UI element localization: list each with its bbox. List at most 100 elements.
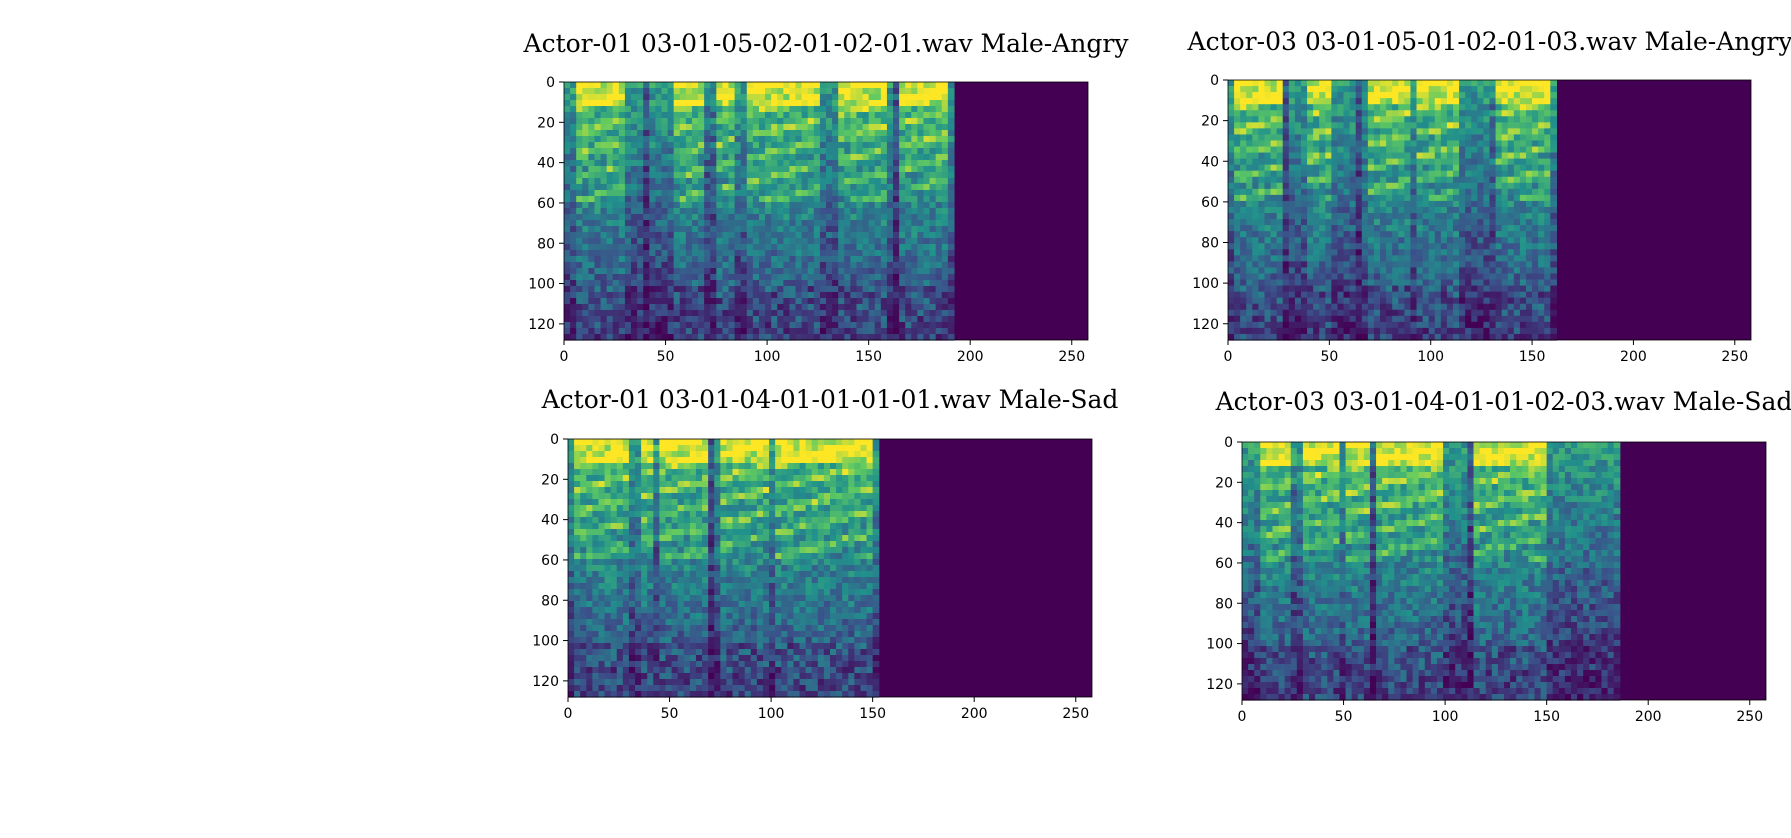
heatmap-cell [1525, 110, 1533, 117]
x-tick-label: 0 [560, 349, 569, 365]
heatmap-cell [1465, 303, 1472, 311]
heatmap-cell [1319, 206, 1326, 214]
heatmap-cell [826, 202, 833, 209]
heatmap-cell [905, 124, 912, 131]
heatmap-cell [1398, 182, 1405, 190]
heatmap-cell [795, 88, 803, 95]
heatmap-cell [1471, 273, 1478, 281]
heatmap-cell [880, 118, 888, 125]
heatmap-cell [1453, 110, 1460, 117]
heatmap-cell [1234, 261, 1241, 269]
heatmap-cell [655, 160, 663, 167]
heatmap-cell [1234, 273, 1241, 281]
heatmap-cell [905, 316, 912, 323]
heatmap-cell [813, 298, 821, 305]
heatmap-cell [765, 208, 772, 215]
heatmap-cell [698, 196, 705, 203]
heatmap-cell [1276, 164, 1284, 172]
heatmap-cell [795, 202, 803, 209]
heatmap-cell [941, 136, 949, 143]
heatmap-cell [947, 106, 955, 113]
heatmap-cell [1501, 176, 1509, 184]
heatmap-cell [698, 292, 705, 299]
heatmap-cell [1276, 206, 1284, 214]
heatmap-cell [947, 328, 955, 335]
heatmap-cell [1349, 231, 1357, 238]
heatmap-cell [801, 274, 809, 281]
heatmap-cell [612, 280, 620, 287]
heatmap-cell [1513, 279, 1521, 287]
heatmap-cell [1234, 315, 1241, 323]
heatmap-cell [911, 166, 918, 173]
heatmap-cell [1434, 200, 1442, 208]
heatmap-cell [874, 274, 882, 281]
heatmap-cell [813, 268, 821, 275]
heatmap-cell [698, 226, 705, 233]
heatmap-cell [631, 100, 638, 107]
heatmap-cell [874, 322, 882, 329]
heatmap-cell [929, 214, 937, 221]
heatmap-cell [862, 286, 870, 293]
heatmap-cell [1465, 176, 1472, 184]
heatmap-cell [1495, 273, 1503, 281]
heatmap-cell [661, 130, 669, 137]
heatmap-cell [1422, 116, 1430, 123]
heatmap-cell [1300, 158, 1308, 166]
heatmap-cell [582, 250, 589, 257]
heatmap-cell [1331, 146, 1339, 154]
heatmap-cell [570, 322, 577, 329]
heatmap-cell [1380, 327, 1387, 335]
heatmap-cell [1489, 86, 1497, 93]
heatmap-cell [1258, 86, 1266, 93]
heatmap-cell [576, 124, 583, 131]
heatmap-cell [1434, 146, 1442, 154]
heatmap-cell [1519, 188, 1527, 196]
heatmap-cell [631, 166, 638, 173]
heatmap-cell [612, 106, 620, 113]
heatmap-cell [698, 268, 705, 275]
heatmap-cell [576, 202, 583, 209]
heatmap-cell [1337, 128, 1345, 136]
heatmap-cell [1477, 219, 1485, 226]
heatmap-cell [722, 94, 730, 101]
heatmap-cell [600, 322, 608, 329]
heatmap-cell [1422, 128, 1430, 136]
heatmap-cell [1525, 128, 1533, 136]
heatmap-cell [1392, 206, 1399, 214]
heatmap-cell [1240, 122, 1247, 129]
heatmap-cell [893, 160, 900, 167]
heatmap-cell [1483, 92, 1491, 99]
heatmap-cell [1294, 315, 1302, 323]
heatmap-cell [1507, 327, 1515, 335]
heatmap-cell [1264, 158, 1272, 166]
heatmap-cell [1489, 315, 1497, 323]
heatmap-cell [1355, 267, 1363, 275]
heatmap-cell [643, 226, 650, 233]
heatmap-cell [765, 166, 772, 173]
heatmap-cell [1264, 134, 1272, 142]
heatmap-cell [1355, 200, 1363, 208]
heatmap-cell [1532, 104, 1539, 111]
heatmap-cell [740, 262, 748, 269]
heatmap-cell [1288, 231, 1296, 238]
heatmap-cell [1404, 255, 1412, 262]
heatmap-cell [1349, 116, 1357, 123]
heatmap-cell [899, 262, 906, 269]
heatmap-cell [941, 286, 949, 293]
heatmap-cell [740, 322, 748, 329]
heatmap-cell [886, 238, 894, 245]
heatmap-cell [807, 292, 815, 299]
heatmap-cell [1325, 158, 1332, 166]
heatmap-cell [1294, 285, 1302, 293]
heatmap-cell [618, 142, 626, 149]
heatmap-cell [1471, 291, 1478, 299]
heatmap-cell [832, 82, 839, 89]
heatmap-cell [1325, 86, 1332, 93]
heatmap-cell [576, 226, 583, 233]
heatmap-cell [1325, 237, 1332, 244]
heatmap-cell [600, 148, 608, 155]
heatmap-cell [722, 280, 730, 287]
heatmap-cell [1434, 134, 1442, 142]
heatmap-cell [1453, 170, 1460, 178]
heatmap-cell [1459, 291, 1466, 299]
